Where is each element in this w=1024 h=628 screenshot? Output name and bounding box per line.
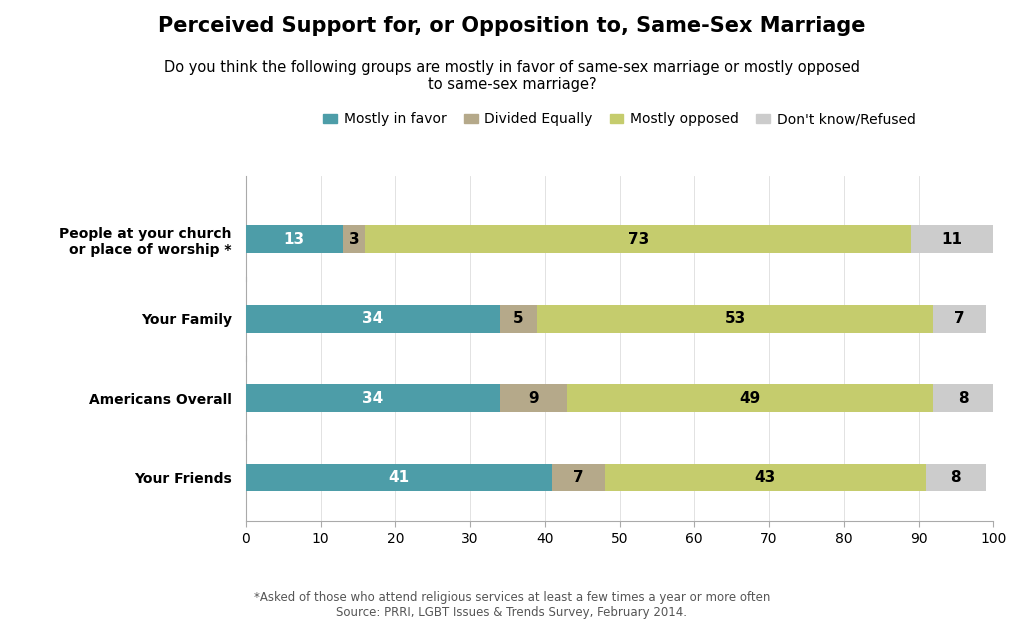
- Text: 3: 3: [349, 232, 359, 247]
- Bar: [934, 384, 993, 412]
- Text: 41: 41: [388, 470, 410, 485]
- Text: 34: 34: [362, 311, 383, 327]
- Text: *Asked of those who attend religious services at least a few times a year or mor: *Asked of those who attend religious ser…: [254, 590, 770, 619]
- Text: 8: 8: [950, 470, 962, 485]
- Bar: [366, 225, 911, 253]
- Text: 53: 53: [725, 311, 746, 327]
- Text: 7: 7: [573, 470, 584, 485]
- Bar: [567, 384, 934, 412]
- Legend: Mostly in favor, Divided Equally, Mostly opposed, Don't know/Refused: Mostly in favor, Divided Equally, Mostly…: [317, 107, 922, 132]
- Text: 8: 8: [958, 391, 969, 406]
- Text: Do you think the following groups are mostly in favor of same-sex marriage or mo: Do you think the following groups are mo…: [164, 60, 860, 92]
- Bar: [246, 305, 500, 333]
- Text: 11: 11: [942, 232, 963, 247]
- Text: 73: 73: [628, 232, 649, 247]
- Bar: [500, 305, 538, 333]
- Text: 5: 5: [513, 311, 524, 327]
- Bar: [246, 463, 552, 492]
- Bar: [246, 225, 343, 253]
- Text: 43: 43: [755, 470, 776, 485]
- Bar: [343, 225, 366, 253]
- Text: 34: 34: [362, 391, 383, 406]
- Bar: [911, 225, 993, 253]
- Text: 13: 13: [284, 232, 305, 247]
- Bar: [500, 384, 567, 412]
- Text: 7: 7: [954, 311, 965, 327]
- Bar: [538, 305, 934, 333]
- Bar: [926, 463, 986, 492]
- Bar: [934, 305, 986, 333]
- Text: Perceived Support for, or Opposition to, Same-Sex Marriage: Perceived Support for, or Opposition to,…: [159, 16, 865, 36]
- Text: 9: 9: [528, 391, 539, 406]
- Bar: [604, 463, 926, 492]
- Text: 49: 49: [739, 391, 761, 406]
- Bar: [552, 463, 604, 492]
- Bar: [246, 384, 500, 412]
